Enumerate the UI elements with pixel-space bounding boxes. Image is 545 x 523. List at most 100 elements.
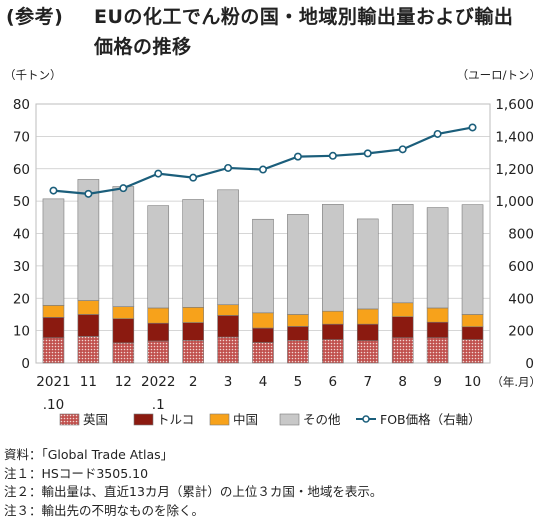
legend-label: その他 (303, 412, 341, 427)
bar-segment (252, 312, 274, 329)
bar-segment (252, 342, 274, 364)
left-tick-label: 60 (13, 162, 30, 178)
bar-segment (182, 307, 204, 323)
price-point (433, 129, 442, 138)
price-point (189, 173, 198, 182)
bar-segment (217, 189, 239, 306)
bar-segment (426, 307, 449, 323)
x-tick-label: 10 (464, 374, 481, 390)
title-lead: (参考) (6, 6, 64, 28)
bar-segment (42, 305, 65, 318)
legend-marker (362, 415, 370, 423)
bar-segment (391, 316, 414, 339)
title-text: EUの化工でん粉の国・地域別輸出量および輸出価格の推移 (94, 6, 514, 58)
bar-segment (287, 214, 309, 315)
price-point (398, 145, 407, 154)
legend-swatch (209, 413, 230, 426)
bar-segment (182, 199, 204, 308)
bar-segment (42, 317, 65, 339)
x-tick-label: 2022 (141, 374, 175, 390)
legend-label: FOB価格（右軸） (380, 412, 481, 427)
stacked-bar-line-chart: 0102030405060708002004006008001,0001,200… (4, 68, 541, 427)
left-tick-label: 0 (21, 356, 30, 372)
bar-segment (322, 204, 344, 312)
bar-segment (322, 323, 344, 340)
right-tick-label: 800 (508, 227, 534, 243)
price-point (363, 149, 372, 158)
bar-segment (77, 314, 100, 337)
bar-segment (426, 321, 449, 339)
bar-segment (461, 314, 484, 328)
bar-segment (252, 327, 274, 343)
legend-label: トルコ (157, 412, 194, 427)
right-tick-label: 200 (508, 324, 534, 340)
price-point (258, 165, 267, 174)
price-line (49, 123, 477, 198)
bar-segment (287, 314, 309, 327)
right-tick-label: 400 (508, 291, 534, 307)
note-3: 注３：輸出先の不明なものを除く。 (4, 502, 205, 518)
x-tick-label-sub: .10 (43, 397, 64, 413)
bar-segment (356, 323, 379, 341)
bar-segment (147, 322, 170, 342)
bar-segment (112, 306, 135, 319)
left-tick-label: 80 (13, 97, 30, 113)
bar-segment (461, 204, 484, 315)
price-point (293, 152, 302, 161)
legend: 英国 トルコ 中国 その他 FOB価格（右軸） (59, 412, 481, 427)
bar-segment (42, 337, 65, 364)
left-tick-label: 10 (13, 324, 30, 340)
x-tick-label: 8 (398, 374, 407, 390)
bar-segment (217, 304, 239, 316)
left-tick-label: 30 (13, 259, 30, 275)
x-tick-label: 2021 (36, 374, 70, 390)
bar-segment (356, 218, 379, 310)
legend-label: 英国 (83, 412, 108, 427)
x-tick-label: 3 (224, 374, 233, 390)
x-tick-label: 7 (363, 374, 372, 390)
bar-segment (356, 340, 379, 364)
price-point (49, 186, 58, 195)
bar-segment (147, 205, 170, 309)
price-point (84, 189, 93, 198)
bar-segment (112, 318, 135, 344)
bar-segment (391, 337, 414, 364)
price-point (224, 163, 233, 172)
bar-segment (322, 339, 344, 364)
x-tick-label: 4 (259, 374, 268, 390)
legend-swatch (59, 413, 80, 426)
bar-segment (356, 308, 379, 325)
bar-segment (217, 336, 239, 364)
bar-segment (112, 186, 135, 307)
price-series-line (53, 126, 473, 195)
bar-segment (252, 218, 274, 314)
bar-segment (112, 342, 135, 364)
bar-segment (77, 179, 100, 301)
right-axis-unit: （ユーロ/トン） (457, 68, 541, 82)
price-point (468, 123, 477, 132)
left-tick-label: 70 (13, 129, 30, 145)
x-tick-label: 6 (329, 374, 338, 390)
legend-label: 中国 (233, 412, 258, 427)
bar-segment (426, 207, 449, 309)
bar-segment (287, 326, 309, 341)
bar-segment (461, 339, 484, 364)
bar-segment (287, 340, 309, 364)
right-tick-label: 1,000 (495, 194, 534, 210)
note-1: 注１：HSコード3505.10 (4, 465, 149, 481)
note-source: 資料：「Global Trade Atlas」 (4, 447, 174, 462)
note-2: 注２：輸出量は、直近13カ月（累計）の上位３カ国・地域を表示。 (4, 484, 383, 499)
bar-segment (322, 310, 344, 325)
chart-title: (参考) EUの化工でん粉の国・地域別輸出量および輸出価格の推移 (6, 2, 536, 62)
right-tick-label: 1,600 (495, 97, 534, 113)
x-axis-unit: （年.月） (491, 375, 541, 389)
bar-segment (217, 315, 239, 338)
left-tick-label: 40 (13, 227, 30, 243)
bar-segment (77, 300, 100, 315)
price-point (119, 184, 128, 193)
x-tick-label: 9 (433, 374, 442, 390)
bars (42, 179, 484, 364)
left-axis-unit: （千トン） (4, 68, 62, 82)
left-tick-label: 50 (13, 194, 30, 210)
right-tick-label: 1,400 (495, 129, 534, 145)
